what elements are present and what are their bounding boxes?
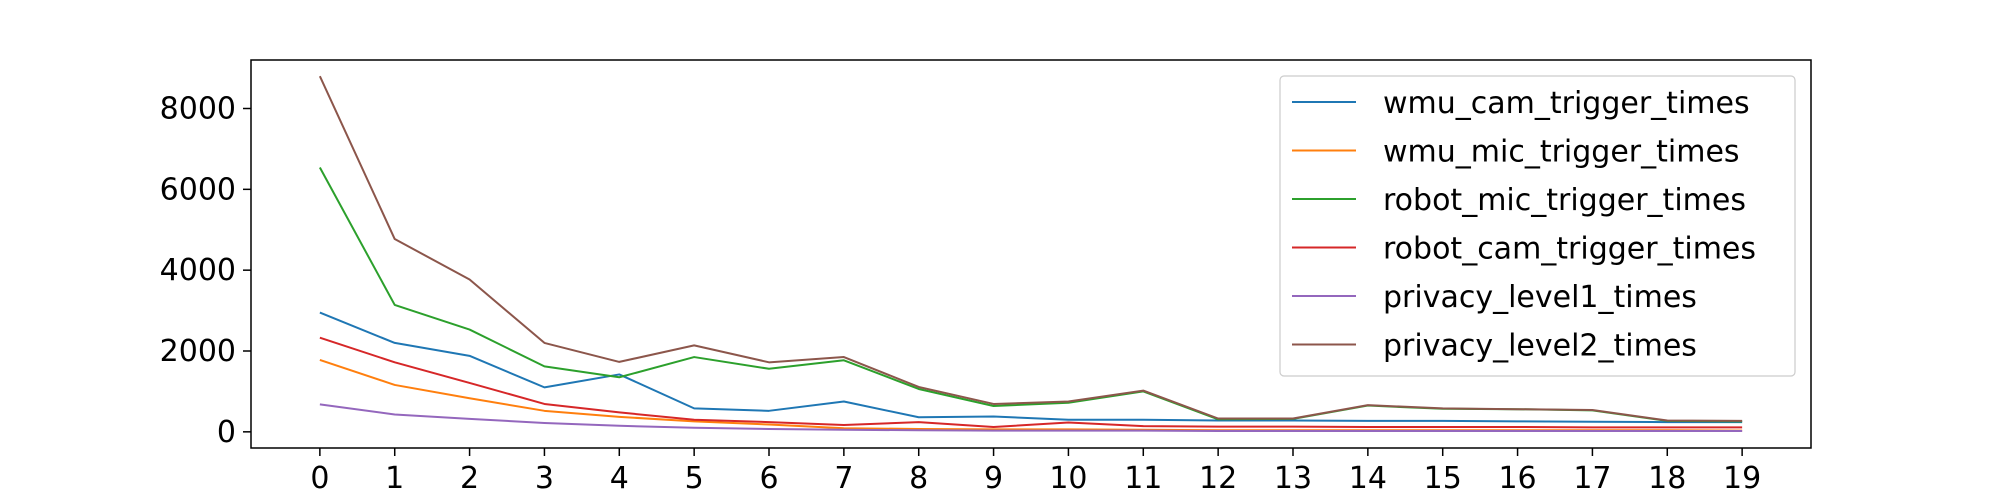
y-tick-label: 6000 bbox=[160, 172, 236, 207]
x-tick-label: 16 bbox=[1498, 461, 1536, 496]
y-tick-label: 4000 bbox=[160, 253, 236, 288]
x-tick-label: 0 bbox=[310, 461, 329, 496]
x-tick-label: 12 bbox=[1199, 461, 1237, 496]
x-tick-label: 3 bbox=[535, 461, 554, 496]
x-tick-label: 11 bbox=[1124, 461, 1162, 496]
legend-label-robot_mic_trigger_times: robot_mic_trigger_times bbox=[1383, 183, 1746, 218]
x-tick-label: 4 bbox=[610, 461, 629, 496]
y-tick-label: 0 bbox=[217, 415, 236, 450]
series-line-privacy_level1_times bbox=[319, 403, 1743, 433]
legend-label-robot_cam_trigger_times: robot_cam_trigger_times bbox=[1383, 232, 1756, 267]
legend-label-wmu_cam_trigger_times: wmu_cam_trigger_times bbox=[1383, 86, 1750, 121]
x-axis: 0 1 2 3 4 5 6 7 8 9 10 11 12 13 14 15 16 17 18 19 bbox=[310, 448, 1761, 496]
series-line-wmu_cam_trigger_times bbox=[319, 311, 1743, 424]
x-tick-label: 9 bbox=[984, 461, 1003, 496]
x-tick-label: 19 bbox=[1723, 461, 1761, 496]
plot-area-frame bbox=[250, 59, 1812, 449]
y-tick-label: 2000 bbox=[160, 334, 236, 369]
x-tick-label: 15 bbox=[1424, 461, 1462, 496]
legend-label-wmu_mic_trigger_times: wmu_mic_trigger_times bbox=[1383, 135, 1740, 170]
x-tick-label: 13 bbox=[1274, 461, 1312, 496]
x-tick-label: 14 bbox=[1349, 461, 1387, 496]
x-tick-label: 1 bbox=[385, 461, 404, 496]
y-tick-label: 8000 bbox=[160, 92, 236, 127]
legend-label-privacy_level2_times: privacy_level2_times bbox=[1383, 329, 1697, 364]
x-tick-label: 2 bbox=[460, 461, 479, 496]
x-tick-label: 18 bbox=[1648, 461, 1686, 496]
x-tick-label: 7 bbox=[834, 461, 853, 496]
x-tick-label: 6 bbox=[759, 461, 778, 496]
x-tick-label: 5 bbox=[685, 461, 704, 496]
legend: wmu_cam_trigger_times wmu_mic_trigger_tim… bbox=[1279, 75, 1796, 377]
series-line-privacy_level2_times bbox=[318, 75, 1743, 422]
x-tick-label: 17 bbox=[1573, 461, 1611, 496]
series-line-robot_cam_trigger_times bbox=[319, 336, 1743, 429]
series-lines bbox=[318, 75, 1743, 433]
x-tick-label: 8 bbox=[909, 461, 928, 496]
x-tick-label: 10 bbox=[1049, 461, 1087, 496]
y-axis: 0 2000 4000 6000 8000 bbox=[160, 92, 251, 450]
legend-label-privacy_level1_times: privacy_level1_times bbox=[1383, 280, 1697, 315]
legend-box bbox=[1279, 75, 1796, 377]
